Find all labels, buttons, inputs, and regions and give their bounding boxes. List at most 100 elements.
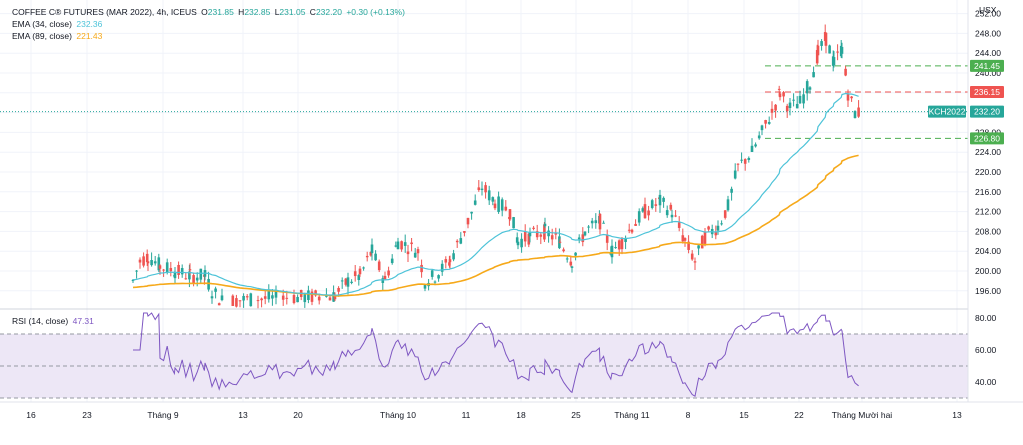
price-tick-label: 204.00 bbox=[975, 246, 1001, 256]
candle-body bbox=[135, 270, 138, 272]
candle-body bbox=[795, 103, 799, 109]
level-price-label: 241.45 bbox=[974, 61, 1000, 71]
price-tick-label: 196.00 bbox=[975, 286, 1001, 296]
candle-body bbox=[370, 244, 374, 254]
candle-body bbox=[180, 268, 184, 275]
candle-body bbox=[700, 235, 704, 249]
candle-body bbox=[271, 295, 274, 299]
candle-body bbox=[177, 264, 180, 275]
price-tick-label: 224.00 bbox=[975, 147, 1001, 157]
candle-body bbox=[662, 197, 665, 202]
candle-body bbox=[520, 238, 523, 248]
candle-body bbox=[620, 238, 624, 250]
candle-body bbox=[365, 255, 369, 258]
candle-body bbox=[815, 50, 819, 64]
candle-body bbox=[716, 225, 720, 231]
ema89-legend[interactable]: EMA (89, close) 221.43 bbox=[12, 31, 102, 41]
candle-body bbox=[788, 102, 792, 109]
candle-body bbox=[547, 230, 550, 237]
candle-body bbox=[235, 298, 238, 307]
candle-body bbox=[292, 295, 296, 304]
time-tick-label: Tháng Mười hai bbox=[832, 410, 893, 420]
candle-body bbox=[605, 234, 609, 243]
candle-body bbox=[778, 93, 782, 98]
candle-body bbox=[249, 293, 253, 307]
candle-body bbox=[770, 108, 774, 113]
candle-body bbox=[369, 251, 373, 256]
rsi-label: RSI (14, close) bbox=[12, 316, 69, 326]
time-tick-label: 22 bbox=[794, 410, 804, 420]
rsi-tick-label: 80.00 bbox=[975, 313, 997, 323]
candle-body bbox=[296, 296, 299, 303]
candle-body bbox=[337, 287, 340, 292]
candle-body bbox=[325, 295, 328, 297]
candle-body bbox=[433, 281, 437, 283]
last-price-label-bg bbox=[970, 105, 1004, 118]
symbol-label-bg bbox=[928, 105, 966, 118]
candle-body bbox=[281, 295, 285, 300]
candle-body bbox=[812, 72, 815, 78]
candle-body bbox=[207, 278, 210, 290]
rsi-axis: 40.00 60.00 80.00 bbox=[975, 313, 997, 387]
candle-body bbox=[697, 245, 700, 249]
candle-body bbox=[423, 284, 427, 289]
candle-body bbox=[242, 295, 245, 301]
candle-body bbox=[377, 261, 381, 271]
price-tick-label: 220.00 bbox=[975, 167, 1001, 177]
candle-body bbox=[463, 231, 466, 233]
candle-body bbox=[650, 200, 654, 208]
price-axis: 196.00 200.00 204.00 208.00 212.00 216.00 220.… bbox=[975, 5, 1001, 296]
rsi-value: 47.31 bbox=[72, 316, 94, 326]
candle-body bbox=[594, 220, 598, 224]
candle-body bbox=[820, 41, 823, 46]
candle-body bbox=[346, 277, 350, 287]
candle-body bbox=[387, 270, 390, 276]
time-tick-label: Tháng 10 bbox=[380, 410, 416, 420]
time-tick-label: 20 bbox=[293, 410, 303, 420]
candle-body bbox=[142, 256, 145, 266]
candle-body bbox=[707, 226, 710, 230]
candle-body bbox=[353, 271, 357, 277]
candle-body bbox=[512, 217, 515, 229]
ema34-legend[interactable]: EMA (34, close) 232.36 bbox=[12, 19, 102, 29]
rsi-legend[interactable]: RSI (14, close) 47.31 bbox=[12, 316, 94, 326]
candle-body bbox=[581, 234, 585, 243]
candle-body bbox=[723, 210, 727, 218]
candle-body bbox=[500, 199, 504, 211]
candle-body bbox=[733, 170, 737, 179]
candle-body bbox=[808, 87, 812, 90]
candle-body bbox=[767, 121, 771, 124]
candle-body bbox=[828, 45, 831, 54]
candle-body bbox=[394, 245, 398, 247]
candle-body bbox=[162, 269, 165, 271]
change-value: +0.30 (+0.13%) bbox=[346, 7, 405, 17]
candle-body bbox=[535, 231, 539, 238]
candle-body bbox=[565, 258, 569, 260]
candle-body bbox=[610, 245, 614, 258]
level-price-label: 236.15 bbox=[974, 87, 1000, 97]
candle-body bbox=[857, 107, 860, 117]
candle-body bbox=[516, 241, 520, 246]
candle-body bbox=[153, 261, 157, 264]
candles bbox=[131, 24, 860, 309]
rsi-tick-label: 40.00 bbox=[975, 377, 997, 387]
candle-body bbox=[703, 231, 707, 244]
candle-body bbox=[199, 268, 203, 280]
candle-body bbox=[504, 206, 508, 211]
candle-body bbox=[802, 94, 805, 104]
rsi-tick-label: 60.00 bbox=[975, 345, 997, 355]
last-price-label: 232.20 bbox=[974, 107, 1000, 117]
candle-body bbox=[333, 295, 337, 300]
candle-body bbox=[448, 262, 451, 266]
candle-body bbox=[543, 224, 546, 240]
candle-body bbox=[527, 233, 531, 245]
candle-body bbox=[850, 96, 853, 99]
candle-body bbox=[217, 303, 221, 306]
candle-body bbox=[157, 257, 161, 271]
candle-body bbox=[484, 185, 487, 193]
candle-body bbox=[754, 144, 757, 147]
time-tick-label: 25 bbox=[571, 410, 581, 420]
candle-body bbox=[314, 290, 317, 296]
candle-body bbox=[602, 222, 605, 224]
